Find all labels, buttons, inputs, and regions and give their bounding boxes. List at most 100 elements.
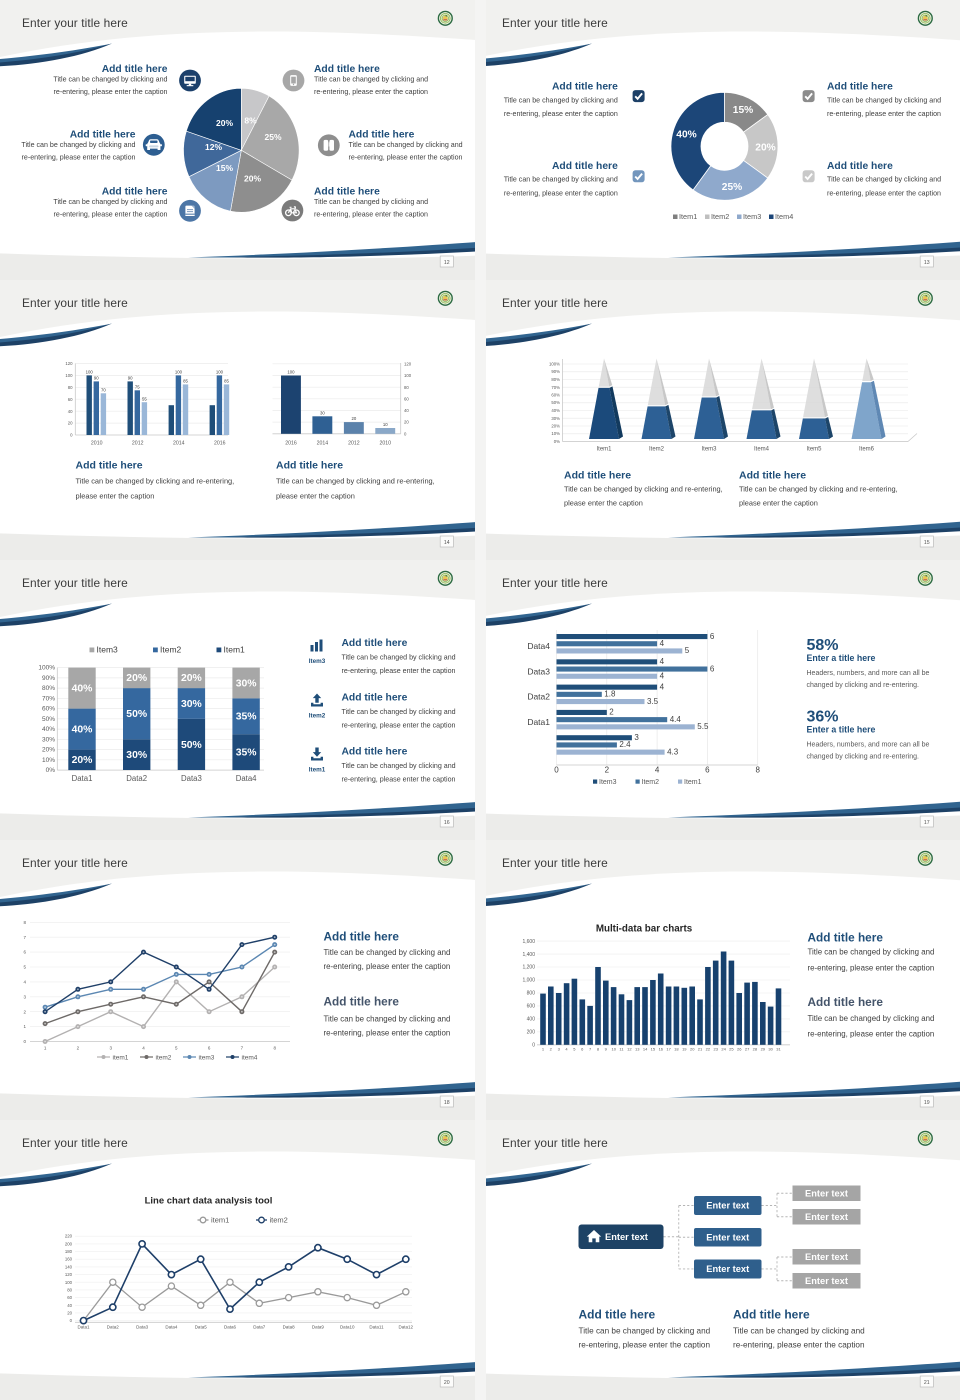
svg-text:2010: 2010 <box>380 441 392 447</box>
svg-text:Enter a title here: Enter a title here <box>807 653 876 663</box>
svg-text:6: 6 <box>705 766 710 775</box>
svg-text:Enter text: Enter text <box>805 1252 848 1262</box>
svg-text:Title can be changed by clicki: Title can be changed by clicking and <box>324 948 451 957</box>
svg-text:Data3: Data3 <box>181 774 202 783</box>
svg-text:80: 80 <box>67 1287 72 1292</box>
svg-text:Data4: Data4 <box>165 1325 178 1330</box>
svg-text:58%: 58% <box>807 637 839 654</box>
svg-text:changed by clicking and re-ent: changed by clicking and re-entering. <box>807 682 920 689</box>
svg-text:100: 100 <box>65 373 73 378</box>
svg-text:Add title here: Add title here <box>324 930 400 944</box>
svg-text:Enter your title here: Enter your title here <box>502 296 608 310</box>
svg-text:Item4: Item4 <box>754 447 770 453</box>
svg-text:Headers, numbers, and more can: Headers, numbers, and more can all be <box>807 742 930 749</box>
svg-text:90%: 90% <box>551 369 560 374</box>
svg-text:6: 6 <box>710 664 715 673</box>
svg-text:180: 180 <box>65 1249 73 1254</box>
svg-text:2: 2 <box>605 766 610 775</box>
svg-text:25%: 25% <box>264 132 281 142</box>
svg-text:Enter your title here: Enter your title here <box>502 856 608 870</box>
svg-text:0%: 0% <box>554 439 560 444</box>
svg-text:40: 40 <box>67 1303 72 1308</box>
svg-text:17: 17 <box>924 820 930 826</box>
svg-text:Add title here: Add title here <box>102 187 168 198</box>
svg-text:12%: 12% <box>205 142 222 152</box>
svg-text:1,600: 1,600 <box>522 939 535 945</box>
svg-text:Item3: Item3 <box>309 658 326 665</box>
svg-text:30%: 30% <box>126 750 147 761</box>
svg-text:8: 8 <box>23 920 26 925</box>
svg-text:4.3: 4.3 <box>667 747 679 756</box>
svg-text:100: 100 <box>404 373 412 378</box>
svg-text:4: 4 <box>660 639 665 648</box>
svg-text:8: 8 <box>755 766 760 775</box>
svg-text:Title can be changed by clicki: Title can be changed by clicking and <box>504 176 618 184</box>
svg-text:12: 12 <box>444 260 450 266</box>
svg-text:8: 8 <box>273 1046 276 1051</box>
svg-text:changed by clicking and re-ent: changed by clicking and re-entering. <box>807 754 920 761</box>
svg-text:20: 20 <box>67 1310 72 1315</box>
svg-text:Add title here: Add title here <box>733 1308 810 1322</box>
svg-text:Add title here: Add title here <box>808 995 884 1009</box>
svg-text:Enter your title here: Enter your title here <box>22 296 128 310</box>
svg-text:60: 60 <box>68 397 73 402</box>
svg-text:5: 5 <box>175 1046 178 1051</box>
svg-text:60%: 60% <box>551 393 560 398</box>
svg-text:7: 7 <box>23 935 26 940</box>
svg-text:4: 4 <box>142 1046 145 1051</box>
svg-text:13: 13 <box>924 260 930 266</box>
svg-text:re-entering, please enter the: re-entering, please enter the caption <box>342 775 456 783</box>
svg-text:1.8: 1.8 <box>604 690 616 699</box>
svg-text:Data1: Data1 <box>527 717 550 727</box>
svg-text:Data2: Data2 <box>527 692 550 702</box>
svg-text:Add title here: Add title here <box>276 460 343 472</box>
svg-text:9: 9 <box>605 1047 608 1052</box>
svg-text:20: 20 <box>68 421 73 426</box>
svg-text:Data5: Data5 <box>195 1325 208 1330</box>
svg-text:10: 10 <box>383 422 388 427</box>
svg-text:27: 27 <box>745 1047 750 1052</box>
svg-text:5: 5 <box>685 646 690 655</box>
svg-text:Title can be changed by clicki: Title can be changed by clicking and <box>808 1014 935 1023</box>
svg-text:Item3: Item3 <box>701 447 717 453</box>
svg-text:20%: 20% <box>126 673 147 684</box>
svg-text:35%: 35% <box>236 712 257 723</box>
svg-text:30%: 30% <box>181 699 202 710</box>
svg-text:Add title here: Add title here <box>342 638 408 649</box>
svg-text:15: 15 <box>651 1047 656 1052</box>
svg-text:1,200: 1,200 <box>522 965 535 971</box>
svg-text:4: 4 <box>660 682 665 691</box>
svg-text:20%: 20% <box>551 424 560 429</box>
svg-text:Item2: Item2 <box>309 713 326 720</box>
svg-text:90%: 90% <box>42 675 55 682</box>
svg-text:7: 7 <box>241 1046 244 1051</box>
svg-text:Add title here: Add title here <box>342 693 408 704</box>
svg-text:Data2: Data2 <box>126 774 147 783</box>
svg-text:Data2: Data2 <box>107 1325 120 1330</box>
svg-text:0: 0 <box>554 766 559 775</box>
svg-text:0: 0 <box>23 1039 26 1044</box>
svg-text:15%: 15% <box>733 105 753 116</box>
svg-text:Title can be changed by clicki: Title can be changed by clicking and re-… <box>76 477 235 486</box>
svg-text:10%: 10% <box>42 757 55 764</box>
svg-text:re-entering, please enter the: re-entering, please enter the caption <box>324 1028 451 1037</box>
svg-text:Data4: Data4 <box>527 641 550 651</box>
svg-text:Title can be changed by clicki: Title can be changed by clicking and <box>808 948 935 957</box>
svg-text:re-entering, please enter the: re-entering, please enter the caption <box>314 211 428 219</box>
svg-text:17: 17 <box>666 1047 671 1052</box>
svg-text:Enter text: Enter text <box>805 1189 848 1199</box>
svg-text:Title can be changed by clicki: Title can be changed by clicking and <box>733 1327 865 1336</box>
svg-text:2014: 2014 <box>173 441 185 447</box>
svg-text:Item1: Item1 <box>679 212 697 221</box>
svg-text:Data9: Data9 <box>312 1325 325 1330</box>
svg-text:please enter the caption: please enter the caption <box>276 492 355 501</box>
svg-text:90: 90 <box>128 376 133 381</box>
svg-text:Add title here: Add title here <box>324 994 400 1008</box>
svg-text:40%: 40% <box>676 130 696 141</box>
svg-text:5: 5 <box>573 1047 576 1052</box>
svg-text:40%: 40% <box>42 726 55 733</box>
svg-text:please enter the caption: please enter the caption <box>76 492 155 501</box>
svg-text:item3: item3 <box>199 1054 215 1061</box>
svg-text:Add title here: Add title here <box>349 130 415 141</box>
svg-text:100: 100 <box>86 370 94 375</box>
